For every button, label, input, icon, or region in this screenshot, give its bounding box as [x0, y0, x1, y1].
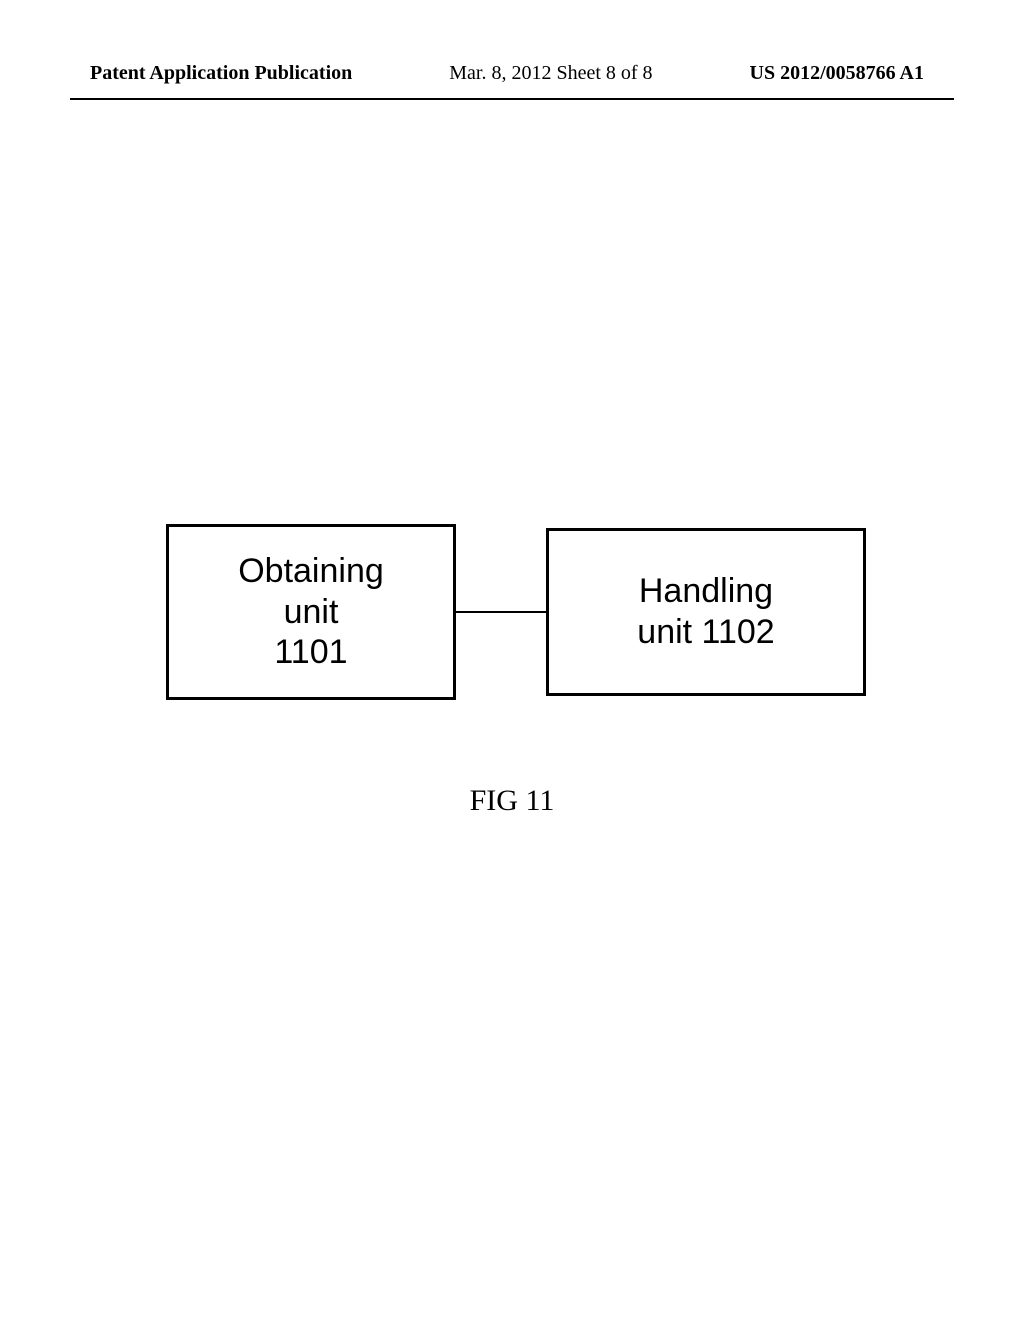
handling-unit-box: Handling unit 1102 [546, 528, 866, 696]
block-diagram: Obtaining unit 1101 Handling unit 1102 [146, 524, 886, 700]
figure-label: FIG 11 [0, 784, 1024, 818]
header-divider [70, 98, 954, 100]
header-publication-number: US 2012/0058766 A1 [750, 62, 924, 85]
obtaining-unit-box: Obtaining unit 1101 [166, 524, 456, 700]
header-publication-type: Patent Application Publication [90, 62, 352, 85]
header-date-sheet: Mar. 8, 2012 Sheet 8 of 8 [449, 62, 652, 85]
handling-unit-label: Handling unit 1102 [637, 571, 774, 653]
obtaining-unit-label: Obtaining unit 1101 [238, 551, 384, 673]
connector-line [456, 611, 546, 613]
page-header: Patent Application Publication Mar. 8, 2… [0, 62, 1024, 85]
